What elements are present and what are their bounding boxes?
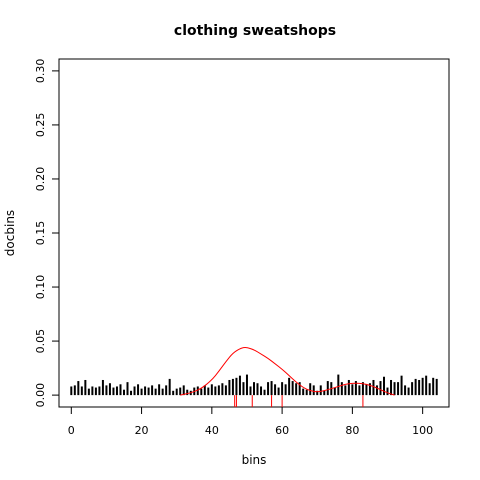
- y-axis: 0.00 0.05 0.10 0.15 0.20 0.25 0.30: [34, 59, 60, 408]
- x-tick-label: 0: [68, 424, 75, 437]
- plot-frame: [58, 58, 450, 408]
- y-tick-label: 0.20: [34, 167, 47, 192]
- x-tick-label: 20: [135, 424, 149, 437]
- y-tick-label: 0.25: [34, 113, 47, 138]
- density-curve: [180, 347, 395, 396]
- y-tick-label: 0.30: [34, 59, 47, 84]
- x-axis: 0 20 40 60 80 100: [68, 406, 433, 437]
- y-tick-label: 0.15: [34, 221, 47, 246]
- chart-title: clothing sweatshops: [174, 23, 336, 39]
- x-tick-label: 80: [345, 424, 359, 437]
- x-tick-label: 100: [412, 424, 433, 437]
- y-axis-label: docbins: [3, 210, 17, 256]
- y-tick-label: 0.05: [34, 329, 47, 354]
- x-tick-label: 60: [275, 424, 289, 437]
- y-tick-label: 0.10: [34, 275, 47, 300]
- bars: [70, 374, 438, 396]
- x-axis-label: bins: [242, 453, 267, 467]
- x-tick-label: 40: [205, 424, 219, 437]
- y-tick-label: 0.00: [34, 383, 47, 408]
- markers: [234, 395, 364, 407]
